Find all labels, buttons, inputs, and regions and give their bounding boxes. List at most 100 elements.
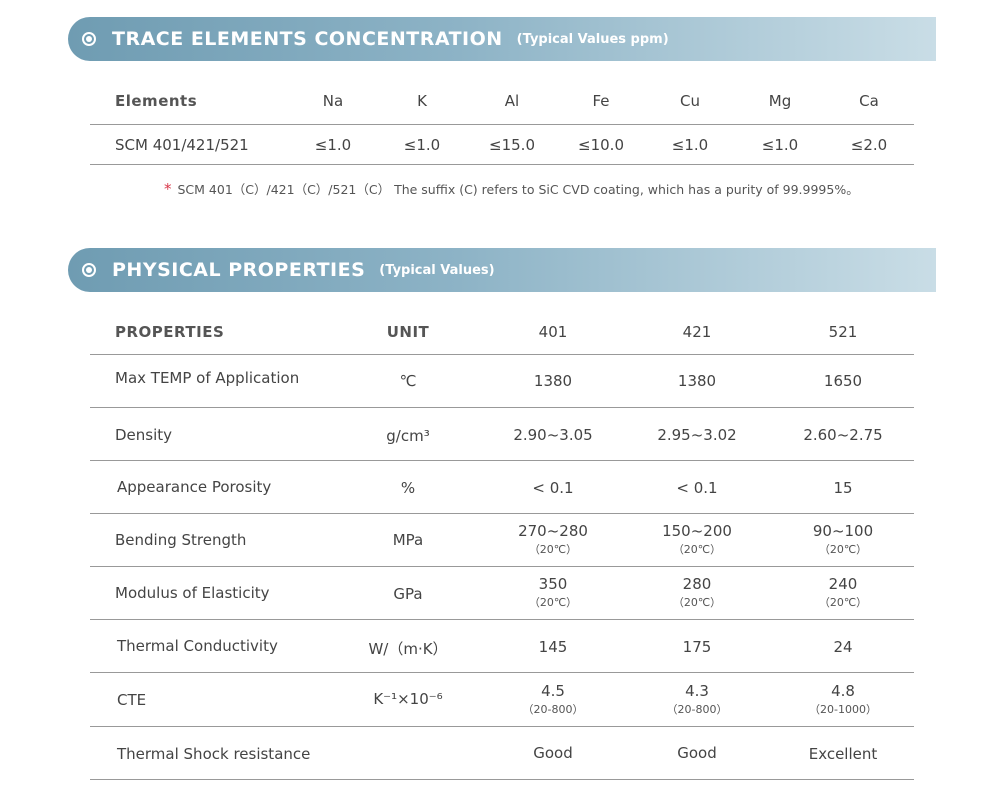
property-unit: % (400, 479, 416, 497)
divider (90, 672, 914, 673)
property-name: Thermal Shock resistance (117, 745, 311, 763)
value-521: 15 (833, 479, 853, 497)
property-unit: g/cm³ (386, 427, 430, 445)
asterisk-icon: * (164, 180, 172, 198)
header-unit: UNIT (386, 323, 430, 341)
value-421: 280 （20℃） (673, 575, 721, 610)
value-condition: （20℃） (818, 596, 868, 609)
value-421: 175 (682, 638, 712, 656)
divider (90, 407, 914, 408)
value-main: 4.8 (831, 682, 855, 700)
header-na: Na (322, 92, 344, 110)
value-na: ≤1.0 (314, 136, 352, 154)
property-unit: GPa (393, 585, 423, 603)
section-title: PHYSICAL PROPERTIES (112, 259, 366, 281)
value-401: < 0.1 (532, 479, 574, 497)
divider (90, 124, 914, 125)
value-421: 150~200 （20℃） (662, 522, 732, 557)
value-521: 90~100 （20℃） (813, 522, 873, 557)
value-main: 350 (538, 575, 568, 593)
value-521: Excellent (808, 745, 878, 763)
footnote: * SCM 401（C）/421（C）/521（C） The suffix (C)… (164, 179, 859, 198)
value-401: 270~280 （20℃） (518, 522, 588, 557)
header-k: K (417, 92, 427, 110)
value-main: 90~100 (812, 522, 874, 540)
value-421: 2.95~3.02 (657, 426, 737, 444)
property-name: Density (115, 426, 173, 444)
property-name: Bending Strength (115, 531, 247, 549)
value-condition: （20-800） (666, 703, 728, 716)
value-main: 4.5 (541, 682, 565, 700)
header-521: 521 (828, 323, 858, 341)
divider (90, 513, 914, 514)
header-ca: Ca (859, 92, 879, 110)
value-fe: ≤10.0 (578, 136, 624, 154)
value-401: 2.90~3.05 (513, 426, 593, 444)
value-mg: ≤1.0 (761, 136, 799, 154)
value-421: 4.3 （20-800） (667, 682, 728, 717)
value-521: 4.8 （20-1000） (809, 682, 877, 717)
value-condition: （20℃） (528, 596, 578, 609)
value-401: 1380 (533, 372, 573, 390)
property-name: Modulus of Elasticity (115, 584, 270, 602)
divider (90, 460, 914, 461)
value-ca: ≤2.0 (850, 136, 888, 154)
divider (90, 566, 914, 567)
value-condition: （20℃） (528, 543, 578, 556)
divider (90, 164, 914, 165)
trace-elements-banner: TRACE ELEMENTS CONCENTRATION (Typical Va… (68, 17, 936, 61)
value-421: 1380 (677, 372, 717, 390)
value-condition: （20℃） (672, 543, 722, 556)
header-fe: Fe (592, 92, 610, 110)
property-name: Appearance Porosity (117, 478, 272, 496)
divider (90, 726, 914, 727)
value-521: 1650 (823, 372, 863, 390)
property-unit: K⁻¹×10⁻⁶ (373, 690, 443, 708)
value-401: Good (533, 744, 573, 762)
header-401: 401 (538, 323, 568, 341)
property-name: Thermal Conductivity (117, 637, 278, 655)
value-521: 2.60~2.75 (803, 426, 883, 444)
value-main: 4.3 (685, 682, 709, 700)
value-cu: ≤1.0 (671, 136, 709, 154)
divider (90, 779, 914, 780)
value-401: 4.5 （20-800） (523, 682, 584, 717)
header-properties: PROPERTIES (115, 323, 225, 341)
value-401: 145 (538, 638, 568, 656)
value-main: 270~280 (518, 522, 588, 540)
value-main: 280 (682, 575, 712, 593)
value-main: 240 (828, 575, 858, 593)
property-unit: MPa (392, 531, 424, 549)
value-condition: （20-800） (522, 703, 584, 716)
section-subtitle: (Typical Values ppm) (516, 31, 669, 47)
value-condition: （20℃） (672, 596, 722, 609)
header-421: 421 (682, 323, 712, 341)
property-name: Max TEMP of Application (115, 369, 300, 387)
value-condition: （20-1000） (809, 703, 877, 716)
divider (90, 354, 914, 355)
section-subtitle: (Typical Values) (379, 262, 495, 278)
value-main: 150~200 (662, 522, 732, 540)
target-bullet-icon (82, 263, 96, 277)
section-title: TRACE ELEMENTS CONCENTRATION (112, 28, 503, 50)
value-421: < 0.1 (676, 479, 718, 497)
property-name: CTE (117, 691, 147, 709)
property-unit: W/（m·K） (368, 640, 448, 658)
row-label: SCM 401/421/521 (115, 136, 249, 154)
value-521: 24 (833, 638, 853, 656)
value-condition: （20℃） (818, 543, 868, 556)
value-al: ≤15.0 (489, 136, 535, 154)
value-421: Good (677, 744, 717, 762)
property-unit: ℃ (399, 372, 417, 390)
value-401: 350 （20℃） (529, 575, 577, 610)
header-mg: Mg (768, 92, 792, 110)
footnote-text: SCM 401（C）/421（C）/521（C） The suffix (C) … (177, 182, 859, 197)
value-521: 240 （20℃） (819, 575, 867, 610)
header-al: Al (504, 92, 520, 110)
target-bullet-icon (82, 32, 96, 46)
value-k: ≤1.0 (403, 136, 441, 154)
divider (90, 619, 914, 620)
header-cu: Cu (680, 92, 700, 110)
physical-properties-banner: PHYSICAL PROPERTIES (Typical Values) (68, 248, 936, 292)
header-elements: Elements (115, 92, 198, 110)
